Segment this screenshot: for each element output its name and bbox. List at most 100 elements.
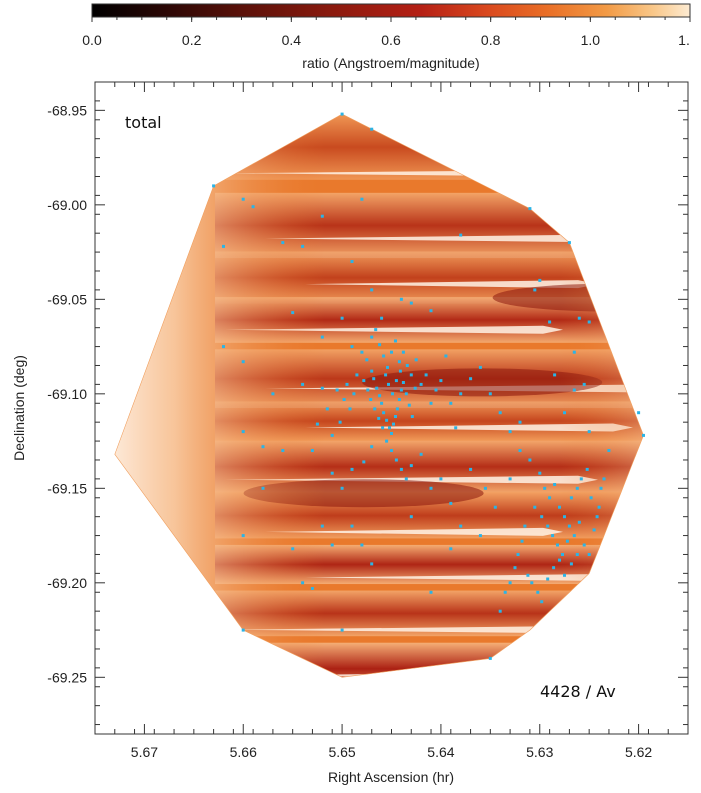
x-tick-label: 5.62 xyxy=(625,744,652,760)
x-tick-label: 5.65 xyxy=(328,744,355,760)
x-axis-ticks: 5.67 5.66 5.65 5.64 5.63 5.62 xyxy=(94,82,689,760)
star-marker xyxy=(386,365,389,369)
star-marker xyxy=(493,505,497,509)
star-marker xyxy=(320,214,324,218)
star-marker xyxy=(348,407,352,411)
star-marker xyxy=(561,553,564,556)
star-marker xyxy=(439,477,443,481)
ratio-core xyxy=(362,368,603,397)
star-marker xyxy=(449,401,453,405)
star-marker xyxy=(582,382,586,386)
star-marker xyxy=(352,392,356,396)
star-marker xyxy=(459,524,463,528)
star-marker xyxy=(538,471,542,475)
x-tick-label: 5.66 xyxy=(230,744,257,760)
star-marker xyxy=(404,392,408,396)
star-marker xyxy=(380,401,384,405)
star-marker xyxy=(597,505,601,509)
star-marker xyxy=(518,449,522,452)
star-marker xyxy=(409,464,413,468)
star-marker xyxy=(579,477,583,481)
star-marker xyxy=(261,445,265,449)
star-marker xyxy=(410,415,414,418)
star-marker xyxy=(520,539,524,543)
star-marker xyxy=(391,392,394,396)
y-tick-label: -69.20 xyxy=(47,575,87,591)
star-marker xyxy=(390,350,393,354)
star-marker xyxy=(459,392,463,396)
y-tick-label: -69.25 xyxy=(47,669,87,685)
star-marker xyxy=(572,350,576,354)
star-marker xyxy=(572,388,576,392)
star-marker xyxy=(382,411,386,415)
region-outline xyxy=(114,113,644,678)
star-marker xyxy=(551,534,555,538)
star-marker xyxy=(546,524,550,528)
star-markers xyxy=(212,112,645,660)
star-marker xyxy=(569,496,573,500)
colorbar-tick-label: 1.0 xyxy=(581,32,601,48)
star-marker xyxy=(567,524,571,528)
star-marker xyxy=(241,197,245,201)
star-marker xyxy=(533,505,537,509)
star-marker xyxy=(459,233,463,237)
colorbar: 0.0 0.2 0.4 0.6 0.8 1.0 1. ratio (Angstroem/ma… xyxy=(82,3,691,71)
x-tick-label: 5.67 xyxy=(131,744,158,760)
star-marker xyxy=(533,288,537,292)
plot-area: 5.67 5.66 5.65 5.64 5.63 5.62 -68.95 -69.00 -69… xyxy=(47,81,689,760)
star-marker xyxy=(350,467,354,471)
star-marker xyxy=(330,433,334,437)
star-marker xyxy=(589,496,593,500)
star-marker xyxy=(585,467,589,471)
star-marker xyxy=(397,398,401,401)
star-marker xyxy=(538,278,542,282)
star-marker xyxy=(382,354,386,358)
y-tick-label: -69.10 xyxy=(47,386,87,402)
colorbar-tick-label: 0.2 xyxy=(182,32,202,48)
star-marker xyxy=(301,581,305,585)
star-marker xyxy=(478,365,482,369)
star-marker xyxy=(241,534,245,538)
star-marker xyxy=(469,377,473,381)
star-marker xyxy=(553,373,557,377)
star-marker xyxy=(565,539,569,543)
star-marker xyxy=(394,415,397,418)
star-marker xyxy=(375,386,379,390)
x-tick-label: 5.64 xyxy=(427,744,454,760)
star-marker xyxy=(478,534,482,538)
star-marker xyxy=(362,460,366,464)
star-marker xyxy=(399,467,403,471)
star-marker xyxy=(241,360,245,364)
star-marker xyxy=(409,515,413,519)
star-marker xyxy=(530,581,534,585)
star-marker xyxy=(526,573,530,577)
star-marker xyxy=(387,382,390,386)
star-marker xyxy=(301,382,305,386)
star-marker xyxy=(569,562,573,566)
star-marker xyxy=(320,386,324,390)
star-marker xyxy=(381,426,385,430)
star-marker xyxy=(575,553,579,556)
x-tick-label: 5.63 xyxy=(526,744,553,760)
star-marker xyxy=(397,360,401,364)
star-marker xyxy=(404,477,408,481)
star-marker xyxy=(429,590,433,594)
star-marker xyxy=(528,207,532,211)
star-marker xyxy=(599,486,603,490)
y-tick-label: -69.00 xyxy=(47,197,87,213)
y-axis-ticks: -68.95 -69.00 -69.05 -69.10 -69.15 -69.20 -69.… xyxy=(47,100,688,726)
star-marker xyxy=(380,316,384,320)
colorbar-label: ratio (Angstroem/magnitude) xyxy=(302,55,479,71)
star-marker xyxy=(345,382,349,386)
star-marker xyxy=(392,422,395,426)
annotation-total: total xyxy=(125,113,162,132)
star-marker xyxy=(370,369,374,373)
star-marker xyxy=(575,486,579,490)
x-axis-title: Right Ascension (hr) xyxy=(328,769,454,785)
y-tick-label: -69.05 xyxy=(47,291,87,307)
star-marker xyxy=(439,379,443,383)
star-marker xyxy=(419,382,423,386)
star-marker xyxy=(553,483,557,486)
star-marker xyxy=(498,411,502,415)
star-marker xyxy=(567,241,571,245)
